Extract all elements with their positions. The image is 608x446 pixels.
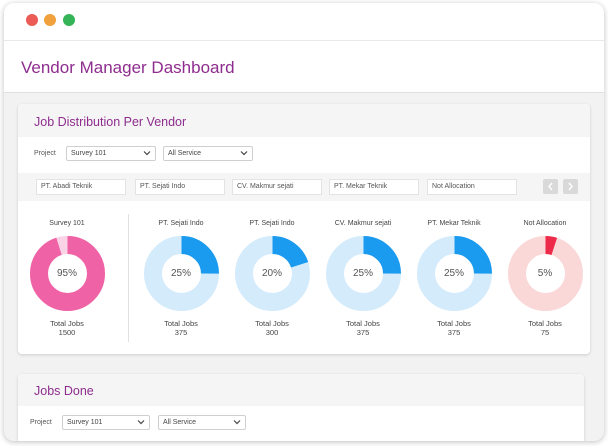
- donut-hole: [162, 254, 201, 293]
- chevron-down-icon: [143, 151, 151, 156]
- service-select-value: All Service: [168, 150, 202, 157]
- donut-chart: [417, 236, 492, 311]
- scroll-right-button[interactable]: [563, 179, 578, 194]
- project-label: Project: [30, 419, 52, 426]
- donut-arc: [30, 236, 105, 311]
- project-label: Project: [34, 150, 56, 157]
- gauge-percent: 20%: [261, 268, 282, 279]
- total-jobs-label: Total Jobs: [164, 319, 198, 328]
- service-select-value: All Service: [163, 419, 197, 426]
- donut-hole: [253, 254, 292, 293]
- service-select[interactable]: All Service: [163, 146, 253, 161]
- app-window: Vendor Manager Dashboard Job Distributio…: [4, 3, 604, 441]
- page-title: Vendor Manager Dashboard: [21, 58, 235, 77]
- chevron-left-icon: [548, 182, 553, 191]
- jobs-done-panel: Jobs Done Project Survey 101 All Service: [18, 374, 584, 441]
- total-jobs-value: 75: [540, 328, 550, 337]
- donut-chart: [326, 236, 401, 311]
- gauge-percent: 25%: [170, 268, 191, 279]
- divider: [128, 214, 129, 342]
- project-select[interactable]: Survey 101: [62, 415, 150, 430]
- donut-hole: [344, 254, 383, 293]
- donut-arc: [508, 236, 583, 311]
- chevron-down-icon: [137, 420, 145, 425]
- total-jobs-label: Total Jobs: [528, 319, 562, 328]
- donut-chart: [508, 236, 583, 311]
- vendor-input[interactable]: CV. Makmur sejati: [232, 179, 322, 195]
- project-select[interactable]: Survey 101: [66, 146, 156, 161]
- service-select[interactable]: All Service: [158, 415, 246, 430]
- scroll-left-button[interactable]: [543, 179, 558, 194]
- donut-chart: [30, 236, 105, 311]
- donut-arc: [326, 236, 401, 311]
- project-select-value: Survey 101: [67, 419, 103, 426]
- donut-arc: [235, 236, 310, 311]
- chevron-down-icon: [233, 420, 241, 425]
- maximize-window-button[interactable]: [63, 14, 75, 26]
- title-bar: [4, 3, 604, 41]
- page-header: Vendor Manager Dashboard: [4, 41, 604, 93]
- chevron-right-icon: [568, 182, 573, 191]
- job-distribution-panel: Job Distribution Per Vendor Project Surv…: [18, 104, 590, 354]
- gauge-vendor-name: PT. Sejati Indo: [249, 220, 295, 227]
- total-jobs-value: 375: [447, 328, 461, 337]
- donut-hole: [526, 254, 565, 293]
- total-jobs-value: 375: [174, 328, 188, 337]
- panel-header: Jobs Done: [18, 374, 584, 406]
- total-jobs-value: 300: [265, 328, 279, 337]
- panel-title: Jobs Done: [34, 384, 94, 398]
- total-jobs-label: Total Jobs: [437, 319, 471, 328]
- vendor-input[interactable]: PT. Abadi Teknik: [36, 179, 126, 195]
- gauge-vendor-name: Survey 101: [49, 220, 85, 227]
- gauge-vendor-name: CV. Makmur sejati: [334, 220, 392, 227]
- donut-chart: [144, 236, 219, 311]
- total-jobs-label: Total Jobs: [255, 319, 289, 328]
- gauge-percent: 25%: [443, 268, 464, 279]
- panel-header: Job Distribution Per Vendor: [18, 104, 590, 137]
- gauge-vendor-name: PT. Sejati Indo: [158, 220, 204, 227]
- total-jobs-label: Total Jobs: [346, 319, 380, 328]
- vendor-filter-strip: PT. Abadi Teknik PT. Sejati Indo CV. Mak…: [18, 173, 590, 201]
- donut-arc: [417, 236, 492, 311]
- donut-hole: [435, 254, 474, 293]
- donut-arc: [144, 236, 219, 311]
- gauge-percent: 25%: [352, 268, 373, 279]
- donut-chart: [235, 236, 310, 311]
- gauge-vendor-name: Not Allocation: [523, 220, 567, 227]
- close-window-button[interactable]: [26, 14, 38, 26]
- chevron-down-icon: [240, 151, 248, 156]
- gauge-vendor-name: PT. Mekar Teknik: [427, 220, 481, 227]
- vendor-input[interactable]: PT. Mekar Teknik: [329, 179, 419, 195]
- panel-title: Job Distribution Per Vendor: [34, 115, 187, 129]
- gauge-percent: 5%: [537, 268, 553, 279]
- vendor-input[interactable]: Not Allocation: [427, 179, 517, 195]
- total-jobs-value: 1500: [58, 328, 76, 337]
- gauge-percent: 95%: [56, 268, 77, 279]
- vendor-input[interactable]: PT. Sejati Indo: [135, 179, 225, 195]
- total-jobs-value: 375: [356, 328, 370, 337]
- donut-hole: [48, 254, 87, 293]
- project-select-value: Survey 101: [71, 150, 107, 157]
- minimize-window-button[interactable]: [44, 14, 56, 26]
- total-jobs-label: Total Jobs: [50, 319, 84, 328]
